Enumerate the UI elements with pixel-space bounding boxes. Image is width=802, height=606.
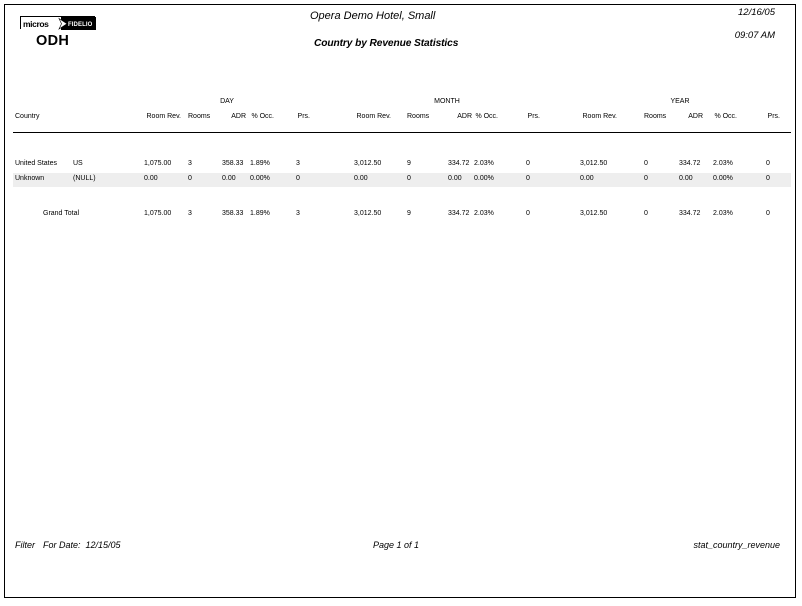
svg-text:micros: micros bbox=[23, 19, 49, 29]
svg-text:FIDELIO: FIDELIO bbox=[68, 22, 93, 28]
